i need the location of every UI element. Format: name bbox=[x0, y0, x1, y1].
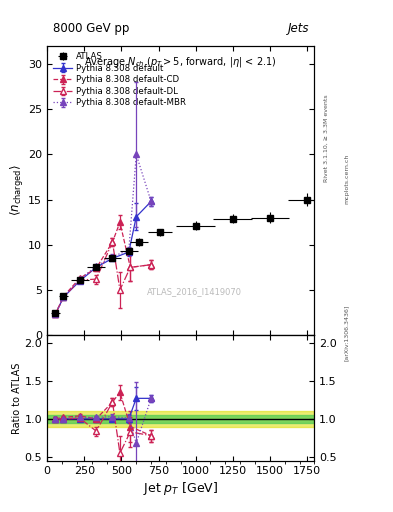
Bar bbox=[47, 415, 314, 423]
Text: Average $N_{ch}$ ($p_T$$>$5, forward, $|\eta|$ < 2.1): Average $N_{ch}$ ($p_T$$>$5, forward, $|… bbox=[84, 55, 277, 69]
Bar bbox=[47, 411, 314, 426]
Y-axis label: Ratio to ATLAS: Ratio to ATLAS bbox=[12, 362, 22, 434]
Text: Rivet 3.1.10, ≥ 3.3M events: Rivet 3.1.10, ≥ 3.3M events bbox=[324, 94, 329, 182]
Text: ATLAS_2016_I1419070: ATLAS_2016_I1419070 bbox=[147, 287, 242, 296]
X-axis label: Jet $p_T$ [GeV]: Jet $p_T$ [GeV] bbox=[143, 480, 219, 497]
Text: Jets: Jets bbox=[288, 22, 309, 34]
Text: [arXiv:1306.3436]: [arXiv:1306.3436] bbox=[344, 305, 349, 361]
Legend: ATLAS, Pythia 8.308 default, Pythia 8.308 default-CD, Pythia 8.308 default-DL, P: ATLAS, Pythia 8.308 default, Pythia 8.30… bbox=[51, 50, 187, 109]
Text: mcplots.cern.ch: mcplots.cern.ch bbox=[344, 154, 349, 204]
Text: 8000 GeV pp: 8000 GeV pp bbox=[53, 22, 129, 34]
Y-axis label: $\langle n_{\rm charged}\rangle$: $\langle n_{\rm charged}\rangle$ bbox=[8, 165, 26, 217]
